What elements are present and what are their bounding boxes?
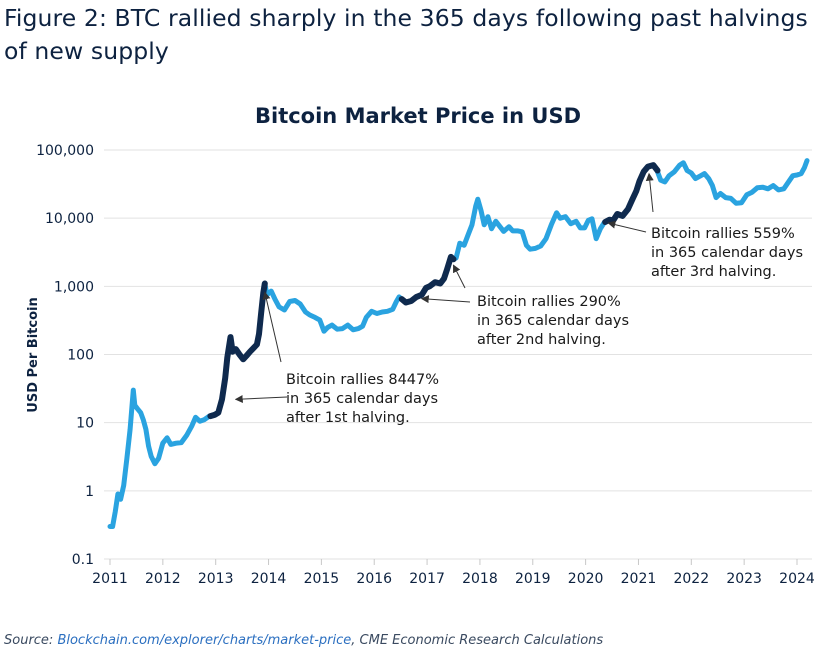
source-link[interactable]: Blockchain.com/explorer/charts/market-pr… — [57, 633, 352, 648]
halving-1-rally-line — [207, 280, 268, 420]
price-line — [107, 158, 810, 529]
annotation-arrow — [420, 295, 471, 304]
annotation-arrow — [607, 220, 647, 233]
annotation-text-line: in 365 calendar days — [651, 245, 803, 261]
x-tick-label: 2022 — [673, 571, 709, 587]
annotation-text-line: in 365 calendar days — [477, 313, 629, 329]
source-note: Source: Blockchain.com/explorer/charts/m… — [4, 633, 603, 648]
x-tick-label: 2023 — [726, 571, 762, 587]
y-tick-label: 1,000 — [54, 279, 94, 295]
figure-title: Figure 2: BTC rallied sharply in the 365… — [4, 4, 808, 65]
annotation-text-line: Bitcoin rallies 8447% — [286, 372, 439, 388]
annotation-3: Bitcoin rallies 559% in 365 calendar days… — [607, 220, 803, 280]
axis-ticks: 0.1 1 10 100 1,000 10,000 100,000 2011 2012 2013 2… — [36, 143, 815, 587]
y-tick-label: 10,000 — [45, 211, 94, 227]
price-series — [107, 158, 810, 529]
annotation-text-line: Bitcoin rallies 290% — [477, 294, 621, 310]
x-tick-label: 2015 — [304, 571, 340, 587]
annotation-text-line: in 365 calendar days — [286, 391, 438, 407]
x-tick-label: 2019 — [515, 571, 551, 587]
chart-title: Bitcoin Market Price in USD — [255, 104, 581, 128]
x-tick-label: 2021 — [621, 571, 657, 587]
annotations: Bitcoin rallies 8447% in 365 calendar day… — [234, 172, 803, 426]
source-prefix: Source: — [4, 633, 58, 648]
annotation-peak-arrow — [453, 264, 466, 289]
y-tick-label: 100,000 — [36, 143, 94, 159]
x-tick-label: 2017 — [409, 571, 445, 587]
halving-2-rally-line — [398, 253, 457, 306]
gridlines — [104, 149, 812, 560]
source-suffix: , CME Economic Research Calculations — [351, 633, 604, 648]
annotation-1: Bitcoin rallies 8447% in 365 calendar day… — [234, 372, 439, 426]
x-tick-label: 2013 — [198, 571, 234, 587]
annotation-text-line: Bitcoin rallies 559% — [651, 226, 795, 242]
x-tick-label: 2018 — [462, 571, 498, 587]
annotation-peak-arrow — [645, 172, 654, 213]
x-tick-label: 2024 — [779, 571, 815, 587]
annotation-2: Bitcoin rallies 290% in 365 calendar days… — [420, 294, 629, 348]
x-tick-label: 2020 — [568, 571, 604, 587]
y-tick-label: 10 — [76, 416, 94, 432]
annotation-text-line: after 3rd halving. — [651, 264, 776, 280]
y-tick-label: 0.1 — [72, 552, 94, 568]
y-tick-label: 100 — [67, 348, 94, 364]
x-tick-label: 2011 — [92, 571, 128, 587]
annotation-text-line: after 1st halving. — [286, 410, 410, 426]
y-tick-label: 1 — [85, 484, 94, 500]
x-tick-label: 2014 — [251, 571, 287, 587]
y-axis-label: USD Per Bitcoin — [26, 297, 41, 412]
x-tick-label: 2012 — [145, 571, 181, 587]
x-tick-label: 2016 — [356, 571, 392, 587]
annotation-arrow — [234, 395, 288, 404]
annotation-text-line: after 2nd halving. — [477, 332, 606, 348]
annotation-peak-arrow — [262, 291, 282, 363]
halving-3-rally-line — [602, 162, 661, 225]
